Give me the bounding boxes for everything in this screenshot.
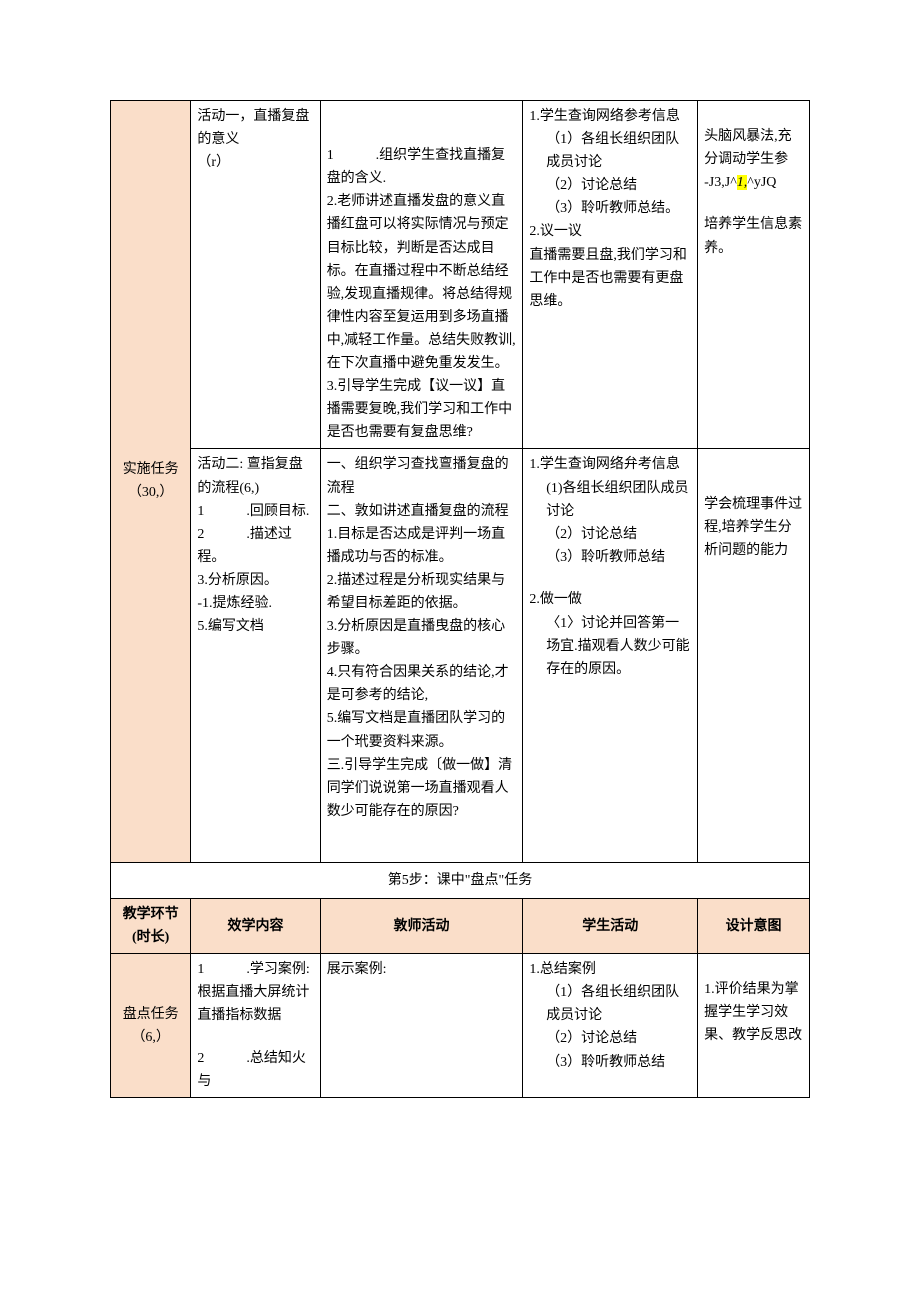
design-cell: 头脑风暴法,充分调动学生参 -J3,J^1,^yJQ 培养学生信息素养。: [698, 101, 810, 449]
col-header-student: 学生活动: [523, 899, 698, 954]
content-cell: 活动一，直播复盘的意义 （r）: [191, 101, 320, 449]
phase-label-cell: 实施任务 （30,）: [111, 101, 191, 863]
teacher-text: 一、组织学习查找亶播复盘的流程: [327, 453, 517, 499]
design-cell: 学会梳理事件过程,培养学生分析问题的能力: [698, 449, 810, 863]
teacher-text: 4.只有符合因果关系的结论,才是可参考的结论,: [327, 661, 517, 707]
phase-time: （6,）: [117, 1026, 184, 1049]
student-text: 1.学生查询网络弁考信息: [529, 453, 691, 476]
teacher-cell: 一、组织学习查找亶播复盘的流程 二、敦如讲述直播复盘的流程 1.目标是否达成是评…: [320, 449, 523, 863]
phase-time: （30,）: [117, 481, 184, 504]
table-row: 实施任务 （30,） 活动一，直播复盘的意义 （r） 1 .组织学生查找直播复盘…: [111, 101, 810, 449]
teacher-text: 2.描述过程是分析现实结果与希望目标差距的依据。: [327, 569, 517, 615]
student-text: （3）聆听教师总结: [529, 546, 691, 569]
student-text: （3）聆听教师总结。: [529, 197, 691, 220]
table-row: 盘点任务 （6,） 1 .学习案例:根据直播大屏统计直播指标数据 2 .总结知火…: [111, 954, 810, 1098]
content-cell: 活动二: 亶指复盘的流程(6,) 1 .回顾目标. 2 .描述过程。 3.分析原…: [191, 449, 320, 863]
activity-title: 活动二: 亶指复盘的流程(6,): [197, 453, 313, 499]
teacher-cell: 展示案例:: [320, 954, 523, 1098]
content-text: 2 .描述过程。: [197, 523, 313, 569]
phase-label: 实施任务: [117, 458, 184, 481]
teacher-text: 1 .组织学生查找直播复盘的含义.: [327, 144, 517, 190]
code-frag: -J3,J^: [704, 175, 737, 190]
header-text: 教学环节: [117, 903, 184, 926]
step-row: 第5步：课中"盘点"任务: [111, 862, 810, 898]
student-cell: 1.学生查询网络弁考信息 (1)各组长组织团队成员讨论 （2）讨论总结 （3）聆…: [523, 449, 698, 863]
content-cell: 1 .学习案例:根据直播大屏统计直播指标数据 2 .总结知火与: [191, 954, 320, 1098]
student-text: 2.做一做: [529, 588, 691, 611]
student-text: (1)各组长组织团队成员讨论: [529, 477, 691, 523]
student-text: （3）聆听教师总结: [529, 1051, 691, 1074]
teacher-cell: 1 .组织学生查找直播复盘的含义. 2.老师讲述直播发盘的意义直播红盘可以将实际…: [320, 101, 523, 449]
teacher-text: 2.老师讲述直播发盘的意义直播红盘可以将实际情况与预定目标比较，判断是否达成目标…: [327, 190, 517, 375]
student-text: （2）讨论总结: [529, 174, 691, 197]
col-header-teacher: 敦师活动: [320, 899, 523, 954]
teacher-text: 3.分析原因是直播曳盘的核心步骤。: [327, 615, 517, 661]
code-frag-hl: 1,: [737, 175, 748, 190]
content-text: 2 .总结知火与: [197, 1047, 313, 1093]
col-header-content: 效学内容: [191, 899, 320, 954]
lesson-plan-table: 实施任务 （30,） 活动一，直播复盘的意义 （r） 1 .组织学生查找直播复盘…: [110, 100, 810, 1098]
student-text: 2.议一议: [529, 220, 691, 243]
student-cell: 1.学生查询网络参考信息 （1）各组长组织团队成员讨论 （2）讨论总结 （3）聆…: [523, 101, 698, 449]
design-text: 培养学生信息素养。: [704, 213, 803, 259]
student-text: 〈1〉讨论并回答第一场宜.描观看人数少可能存在的原因。: [529, 612, 691, 681]
col-header-design: 设计意图: [698, 899, 810, 954]
table-row: 活动二: 亶指复盘的流程(6,) 1 .回顾目标. 2 .描述过程。 3.分析原…: [111, 449, 810, 863]
phase-label-cell: 盘点任务 （6,）: [111, 954, 191, 1098]
student-text: （1）各组长组织团队成员讨论: [529, 128, 691, 174]
teacher-text: 1.目标是否达成是评判一场直播成功与否的标准。: [327, 523, 517, 569]
activity-title: 活动一，直播复盘的意义 （r）: [197, 105, 313, 174]
teacher-text: 5.编写文档是直播团队学习的一个玳要资料来源。: [327, 707, 517, 753]
student-cell: 1.总结案例 （1）各组长组织团队成员讨论 （2）讨论总结 （3）聆听教师总结: [523, 954, 698, 1098]
teacher-text: 展示案例:: [327, 958, 517, 981]
col-header-phase: 教学环节 (时长): [111, 899, 191, 954]
header-row: 教学环节 (时长) 效学内容 敦师活动 学生活动 设计意图: [111, 899, 810, 954]
teacher-text: 3.引导学生完成【议一议】直播需要复晚,我们学习和工作中是否也需要有复盘思维?: [327, 375, 517, 444]
content-text: -1.提炼经验.: [197, 592, 313, 615]
student-text: 1.总结案例: [529, 958, 691, 981]
header-text: (时长): [117, 926, 184, 949]
code-frag: ^yJQ: [747, 175, 776, 190]
design-text: 1.评价结果为掌握学生学习效果、教学反思改: [704, 978, 803, 1047]
content-text: 1 .学习案例:根据直播大屏统计直播指标数据: [197, 958, 313, 1027]
content-text: 1 .回顾目标.: [197, 500, 313, 523]
phase-label: 盘点任务: [117, 1003, 184, 1026]
student-text: （2）讨论总结: [529, 523, 691, 546]
design-cell: 1.评价结果为掌握学生学习效果、教学反思改: [698, 954, 810, 1098]
teacher-text: 三.引导学生完成〔做一做】清同学们说说第一场直播观看人数少可能存在的原因?: [327, 754, 517, 823]
student-text: 1.学生查询网络参考信息: [529, 105, 691, 128]
content-text: 5.编写文档: [197, 615, 313, 638]
design-text: 学会梳理事件过程,培养学生分析问题的能力: [704, 493, 803, 562]
student-text: （1）各组长组织团队成员讨论: [529, 981, 691, 1027]
student-text: （2）讨论总结: [529, 1027, 691, 1050]
design-code: -J3,J^1,^yJQ: [704, 171, 803, 194]
student-text: 直播需要且盘,我们学习和工作中是否也需要有更盘思维。: [529, 244, 691, 313]
design-text: 头脑风暴法,充分调动学生参: [704, 125, 803, 171]
step-title: 第5步：课中"盘点"任务: [111, 862, 810, 898]
teacher-text: 二、敦如讲述直播复盘的流程: [327, 500, 517, 523]
content-text: 3.分析原因。: [197, 569, 313, 592]
